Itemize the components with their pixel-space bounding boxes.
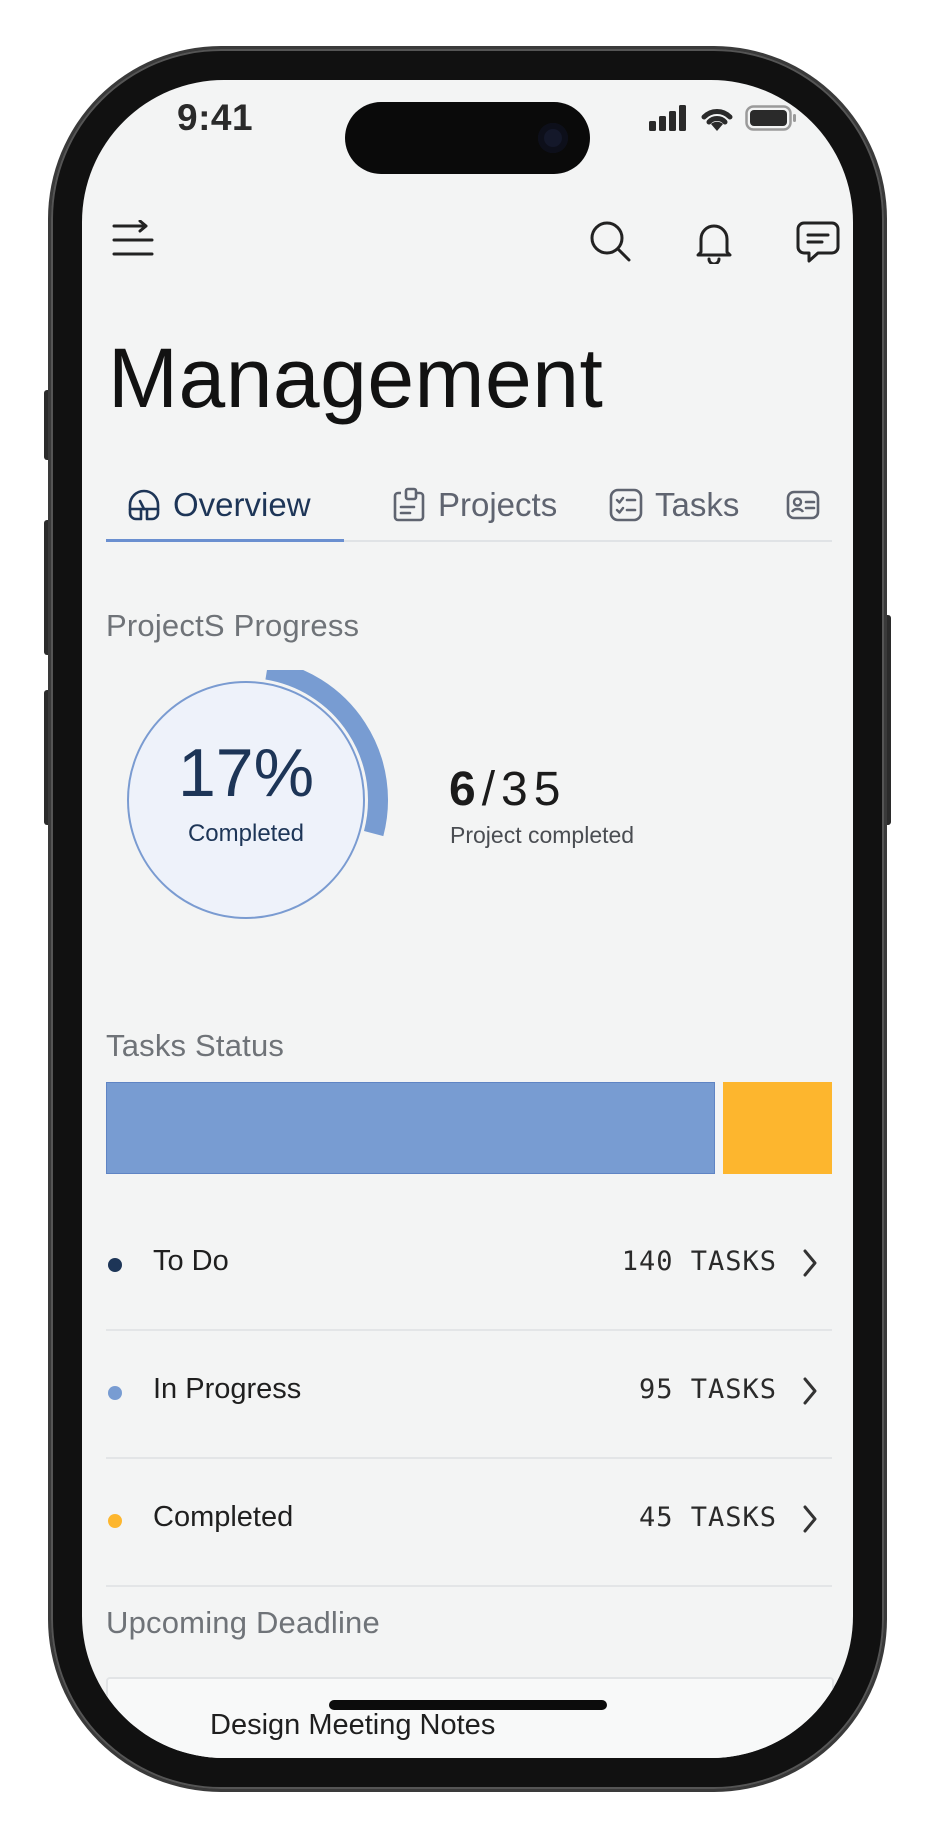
status-bar-segment-in-progress (106, 1082, 715, 1174)
projects-total-count: 35 (501, 763, 567, 816)
status-dot (108, 1514, 122, 1528)
dynamic-island (345, 102, 590, 174)
deadline-card[interactable]: Design Meeting Notes (106, 1677, 834, 1758)
chevron-right-icon (803, 1249, 817, 1277)
contact-card-icon (786, 490, 820, 520)
tab-tasks-label: Tasks (655, 486, 740, 523)
progress-percent: 17% (177, 735, 315, 811)
cellular-signal-icon (649, 105, 686, 131)
chat-icon[interactable] (796, 220, 840, 264)
tab-overview[interactable]: Overview (127, 473, 311, 537)
app-screen: 9:41 Management (82, 80, 853, 1758)
tab-bar: Overview Projects Tasks (106, 473, 832, 542)
active-tab-indicator (106, 539, 344, 542)
home-indicator[interactable] (329, 1700, 607, 1710)
status-row-label: To Do (153, 1245, 229, 1277)
progress-arc (265, 670, 388, 837)
progress-section-label: ProjectS Progress (106, 608, 360, 643)
ratio-separator: / (481, 763, 496, 816)
progress-percent-label: Completed (187, 820, 305, 847)
status-bar-segment-completed (723, 1082, 832, 1174)
power-button (883, 615, 891, 825)
tasks-status-section-label: Tasks Status (106, 1028, 285, 1063)
status-row-label: Completed (153, 1501, 294, 1533)
deadline-item-title: Design Meeting Notes (210, 1709, 496, 1741)
status-row-count: 45 TASKS (638, 1502, 777, 1533)
deadline-section-label: Upcoming Deadline (106, 1605, 380, 1640)
tab-projects-label: Projects (438, 486, 558, 523)
action-button (44, 390, 52, 460)
progress-ring: 17% Completed (126, 670, 426, 970)
status-row-count: 140 TASKS (621, 1246, 777, 1277)
checklist-icon (609, 488, 643, 522)
status-dot (108, 1386, 122, 1400)
status-icons (649, 104, 797, 132)
chevron-right-icon (803, 1505, 817, 1533)
dashboard-icon (128, 489, 160, 521)
bell-icon[interactable] (695, 220, 733, 264)
status-row-count: 95 TASKS (638, 1374, 777, 1405)
tab-projects[interactable]: Projects (392, 473, 557, 537)
status-row-label: In Progress (153, 1373, 302, 1405)
tab-contacts[interactable] (786, 473, 832, 537)
status-dot (108, 1258, 122, 1272)
projects-ratio-label: Project completed (450, 822, 635, 848)
volume-up-button (44, 520, 52, 655)
battery-icon (745, 105, 796, 131)
tab-overview-label: Overview (173, 486, 311, 523)
volume-down-button (44, 690, 52, 825)
camera-lens (538, 123, 568, 153)
projects-ratio: 6/35 (449, 762, 566, 817)
status-row-in-progress[interactable]: In Progress 95 TASKS (106, 1333, 832, 1459)
menu-icon[interactable] (112, 220, 156, 260)
status-time: 9:41 (177, 97, 254, 138)
progress-ring-center (127, 681, 365, 919)
tab-tasks[interactable]: Tasks (609, 473, 739, 537)
status-row-completed[interactable]: Completed 45 TASKS (106, 1461, 832, 1587)
chevron-right-icon (803, 1377, 817, 1405)
projects-completed-count: 6 (449, 763, 476, 816)
status-row-todo[interactable]: To Do 140 TASKS (106, 1205, 832, 1331)
page-title: Management (108, 331, 604, 425)
search-icon[interactable] (588, 219, 632, 263)
wifi-icon (701, 109, 733, 131)
clipboard-icon (393, 487, 425, 522)
